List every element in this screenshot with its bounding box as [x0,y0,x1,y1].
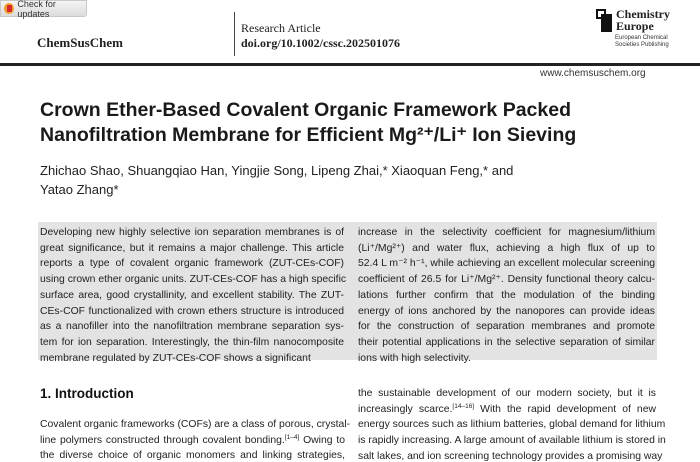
check-for-updates-label: Check for updates [17,0,56,19]
abstract-line: lations further confirm that the modulat… [358,289,655,301]
abstract-line: Developing new highly selective ion sepa… [40,227,344,238]
doi-link[interactable]: doi.org/10.1002/cssc.202501076 [241,36,400,50]
intro-line: salt lakes, and ion screening technology… [358,449,662,462]
line-text: is rapidly increasing. A large amount of… [358,435,666,447]
abstract-line: increase in the selectivity coefficient … [358,227,655,238]
publisher-line1: Chemistry [616,7,670,21]
author-list: Zhichao Shao, Shuangqiao Han, Yingjie So… [40,161,513,199]
abstract-line: membrane regulated by ZUT-CEs-COF shows … [40,352,311,364]
section-heading-introduction: 1. Introduction [40,386,134,401]
abstract-line: 52.4 L m⁻² h⁻¹, while achieving an excel… [358,258,656,270]
line-text: salt lakes, and ion screening technology… [358,450,663,462]
abstract-right-column: increase in the selectivity coefficient … [358,225,655,366]
journal-name: ChemSusChem [37,35,123,50]
abstract-line: ions with high selectivity. [358,352,471,364]
abstract-line: using crown ether organic units. ZUT-CEs… [40,274,347,286]
abstract-line: for the construction of separation membr… [358,321,655,333]
line-text: energy sources such as lithium batteries… [358,419,666,431]
line-text: increasingly scarce. [358,403,453,415]
abstract-line: reports a type of covalent organic frame… [40,258,344,270]
line-text: the sustainable development of our moder… [358,388,656,399]
publisher-line2: Europe [616,19,654,33]
intro-line: energy sources such as lithium batteries… [358,417,665,433]
chemistry-europe-logo-icon [596,9,612,32]
check-for-updates-button[interactable]: Check for updates [0,0,87,19]
abstract-line: CEs-COF functionalized with crown ethers… [40,305,344,317]
intro-line: increasingly scarce.[14–16] With the rap… [358,402,656,418]
line-text: With the rapid development of new [474,403,656,415]
abstract-left-column: Developing new highly selective ion sepa… [40,225,347,366]
intro-line: the sustainable development of our moder… [358,386,656,402]
abstract-line: as a nanofiller into the nanofiltration … [40,321,344,333]
title-line: Crown Ether-Based Covalent Organic Frame… [40,99,571,121]
abstract-line: coefficient of 26.5 for Li⁺/Mg²⁺. Densit… [358,274,655,286]
abstract-line: their potential applications in the sele… [358,336,655,348]
publisher-subtitle: European Chemical Societies Publishing [615,35,669,49]
line-text: the diverse choice of organic monomers a… [40,450,345,462]
line-text: Covalent organic frameworks (COFs) are a… [40,419,351,430]
publisher-sub2: Societies Publishing [615,42,669,48]
check-for-updates-icon [4,3,15,14]
intro-line: the diverse choice of organic monomers a… [40,448,345,462]
line-text: line polymers constructed through covale… [40,434,285,446]
abstract-box: Developing new highly selective ion sepa… [38,222,657,364]
abstract-line: (Li⁺/Mg²⁺) and water flux, achieving a h… [358,242,655,254]
article-title: Crown Ether-Based Covalent Organic Frame… [40,98,576,148]
abstract-line: great significance, but it remains a maj… [40,242,344,254]
article-type: Research Article [241,21,321,35]
intro-right-column: the sustainable development of our moder… [358,386,666,462]
title-line: Nanofiltration Membrane for Efficient Mg… [40,124,577,146]
intro-line: Covalent organic frameworks (COFs) are a… [40,417,350,433]
publisher-name: Chemistry Europe [616,8,670,32]
line-text: Owing to [299,434,345,446]
intro-line: line polymers constructed through covale… [40,433,345,449]
intro-line: is rapidly increasing. A large amount of… [358,433,666,449]
publisher-sub1: European Chemical [615,35,668,41]
abstract-line: energy of ions anchored by the nanopores… [358,305,655,317]
header-divider [234,12,235,56]
abstract-line: tem for ion separation. Interestingly, t… [40,336,344,348]
citation: [14–16] [452,402,475,410]
header-rule [0,63,700,66]
citation: [1–4] [284,433,300,441]
journal-website-link[interactable]: www.chemsuschem.org [540,68,646,79]
author-line: Zhichao Shao, Shuangqiao Han, Yingjie So… [40,163,514,178]
intro-left-column: Covalent organic frameworks (COFs) are a… [40,417,350,462]
abstract-line: surface area, good crystallinity, and ex… [40,289,344,301]
author-line: Yatao Zhang* [40,182,119,197]
